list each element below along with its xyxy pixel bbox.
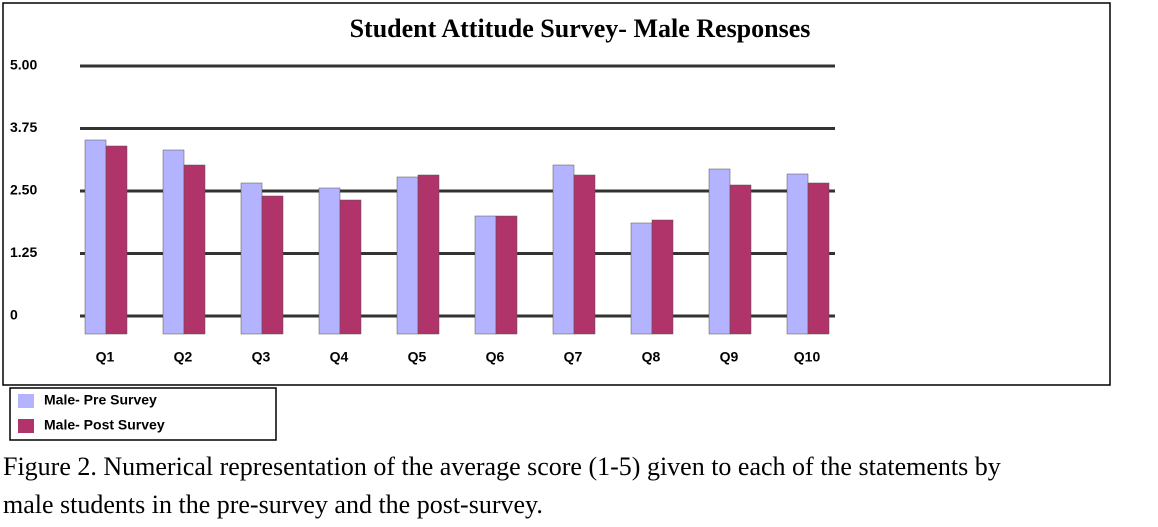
legend-swatch bbox=[18, 419, 34, 433]
bar bbox=[807, 182, 830, 335]
y-tick-label: 1.25 bbox=[10, 244, 37, 260]
bar bbox=[786, 173, 809, 335]
y-tick-label: 5.00 bbox=[10, 57, 37, 73]
bar bbox=[162, 149, 185, 335]
legend-label: Male- Pre Survey bbox=[44, 392, 157, 408]
bar bbox=[240, 182, 263, 335]
bar bbox=[630, 222, 653, 335]
chart-frame bbox=[2, 2, 1111, 386]
bar bbox=[573, 174, 596, 335]
x-tick-label: Q7 bbox=[564, 349, 583, 365]
bar bbox=[729, 184, 752, 335]
x-tick-label: Q6 bbox=[486, 349, 505, 365]
bar bbox=[417, 174, 440, 335]
bar bbox=[261, 195, 284, 335]
x-tick-label: Q10 bbox=[794, 349, 821, 365]
legend-swatch bbox=[18, 394, 34, 408]
bar bbox=[708, 168, 731, 335]
y-tick-label: 2.50 bbox=[10, 182, 37, 198]
x-tick-label: Q1 bbox=[96, 349, 115, 365]
x-tick-label: Q8 bbox=[642, 349, 661, 365]
bar bbox=[318, 187, 341, 335]
y-tick-label: 3.75 bbox=[10, 119, 37, 135]
x-tick-label: Q9 bbox=[720, 349, 739, 365]
bar bbox=[105, 145, 128, 335]
bar bbox=[495, 215, 518, 335]
caption: Figure 2. Numerical representation of th… bbox=[3, 452, 1001, 519]
bar bbox=[651, 219, 674, 335]
legend-label: Male- Post Survey bbox=[44, 417, 165, 433]
x-tick-label: Q5 bbox=[408, 349, 427, 365]
x-tick-label: Q4 bbox=[330, 349, 349, 365]
bar bbox=[396, 176, 419, 335]
bar bbox=[552, 164, 575, 335]
x-tick-label: Q3 bbox=[252, 349, 271, 365]
legend-frame bbox=[9, 387, 277, 441]
x-tick-label: Q2 bbox=[174, 349, 193, 365]
bar bbox=[183, 164, 206, 335]
y-tick-label: 0 bbox=[10, 307, 18, 323]
chart: Student Attitude Survey- Male Responses … bbox=[2, 2, 1111, 441]
bar bbox=[84, 139, 107, 335]
chart-title: Student Attitude Survey- Male Responses bbox=[350, 14, 811, 43]
bar bbox=[474, 215, 497, 335]
bar bbox=[339, 199, 362, 335]
